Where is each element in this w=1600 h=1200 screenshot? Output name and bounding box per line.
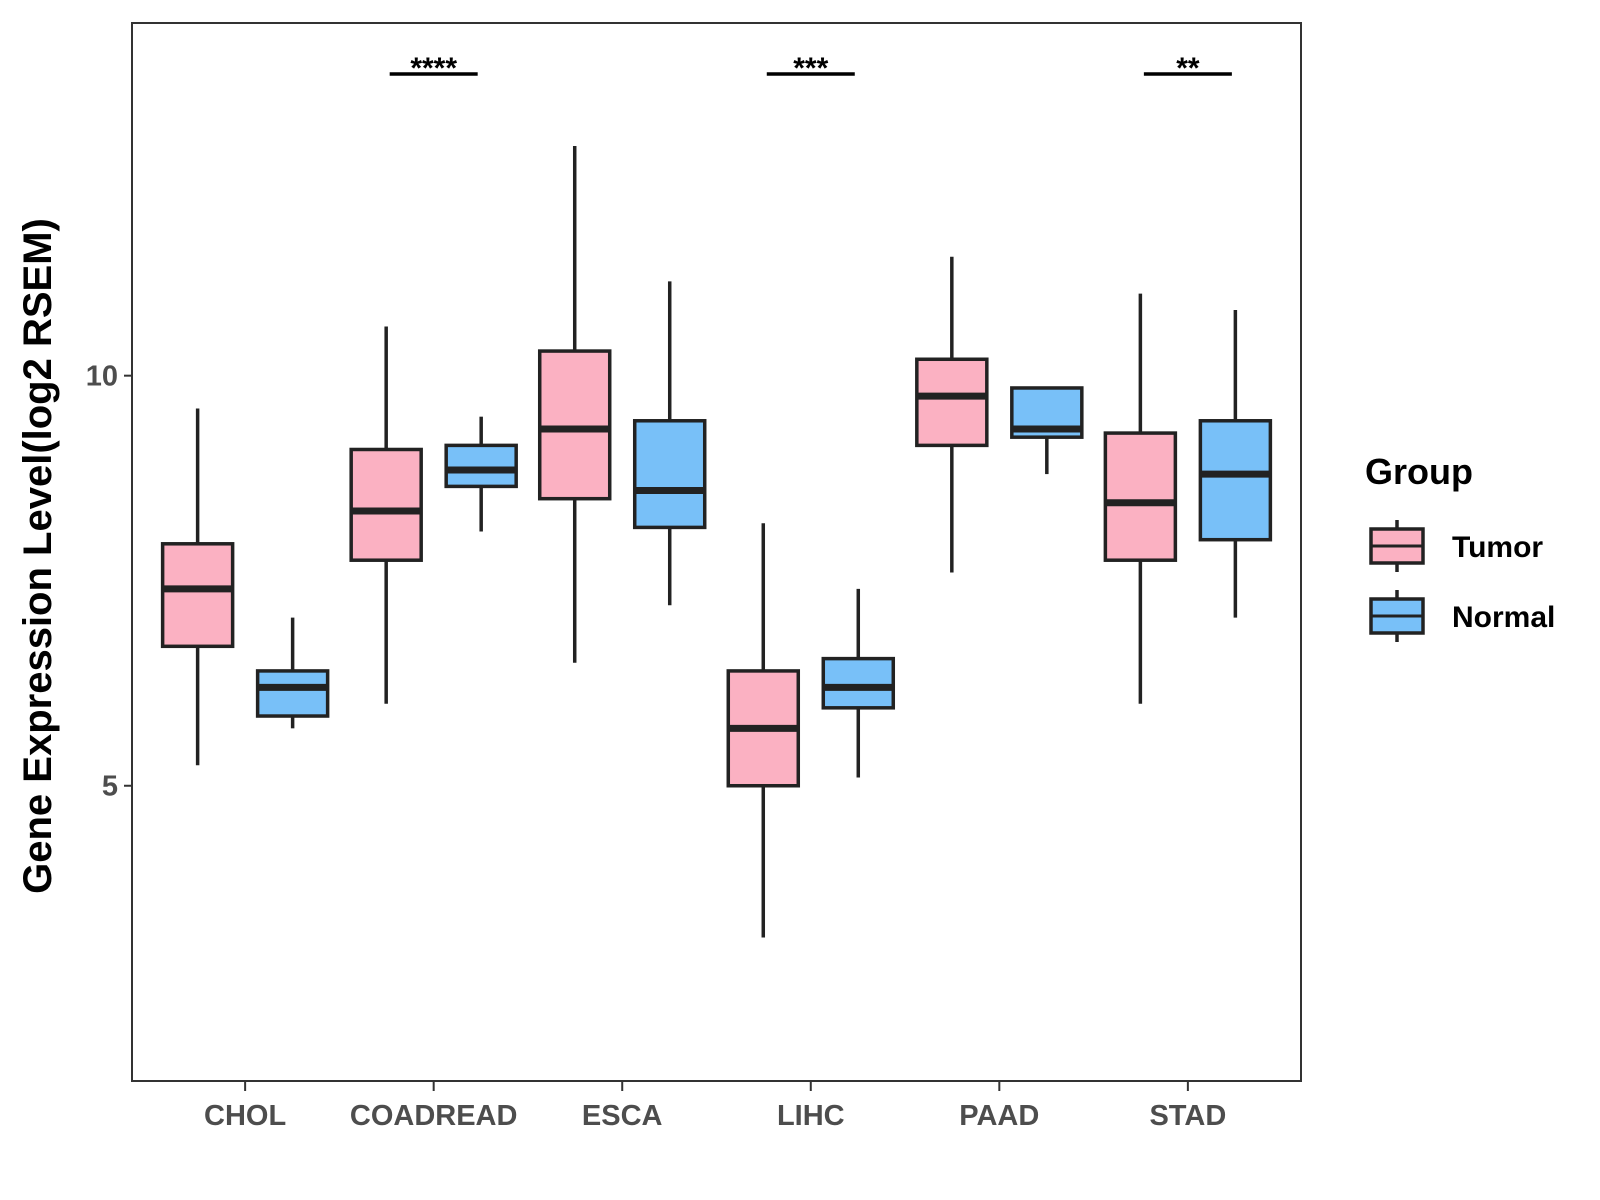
box-tumor-chol (160, 408, 235, 766)
box-tumor-esca (537, 146, 612, 663)
box-normal-esca (632, 281, 707, 606)
box-normal-chol (255, 617, 330, 729)
box-iqr (1198, 419, 1273, 542)
box-tumor-stad (1103, 293, 1178, 704)
box-normal-stad (1198, 310, 1273, 618)
x-tick-label: LIHC (777, 1100, 845, 1132)
x-tick-label: STAD (1149, 1100, 1226, 1132)
legend-title: Group (1365, 451, 1473, 492)
box-tumor-lihc (726, 523, 801, 938)
significance-label: **** (410, 52, 457, 85)
box-tumor-paad (915, 256, 989, 573)
legend-label-tumor: Tumor (1452, 531, 1543, 564)
x-tick-label: PAAD (959, 1100, 1039, 1132)
box-iqr (444, 443, 518, 489)
legend-label-normal: Normal (1452, 601, 1555, 634)
significance-label: ** (1176, 52, 1200, 85)
box-iqr (632, 419, 707, 530)
x-tick-label: ESCA (582, 1100, 663, 1132)
box-iqr (160, 542, 235, 649)
box-normal-paad (1010, 386, 1084, 475)
box-iqr (915, 357, 989, 448)
legend: Group Tumor Normal (1365, 451, 1555, 642)
y-axis-title: Gene Expression Level(log2 RSEM) (16, 218, 60, 894)
plot-panel-border (131, 22, 1302, 1082)
y-tick-label: 10 (86, 361, 118, 393)
box-iqr (255, 669, 330, 718)
box-iqr (537, 349, 612, 501)
box-iqr (821, 656, 896, 710)
box-normal-coadread (444, 416, 518, 532)
y-tick-label: 5 (102, 771, 118, 803)
x-tick-label: CHOL (204, 1100, 286, 1132)
box-iqr (1103, 431, 1178, 562)
box-normal-lihc (821, 588, 896, 778)
significance-label: *** (793, 52, 828, 85)
box-tumor-coadread (349, 326, 423, 704)
axes: 5 10 CHOL COADREAD ESCA LIHC PAAD STAD (86, 22, 1302, 1132)
plot-area: **** *** ** (160, 52, 1273, 938)
x-tick-label: COADREAD (350, 1100, 518, 1132)
box-iqr (349, 447, 423, 562)
